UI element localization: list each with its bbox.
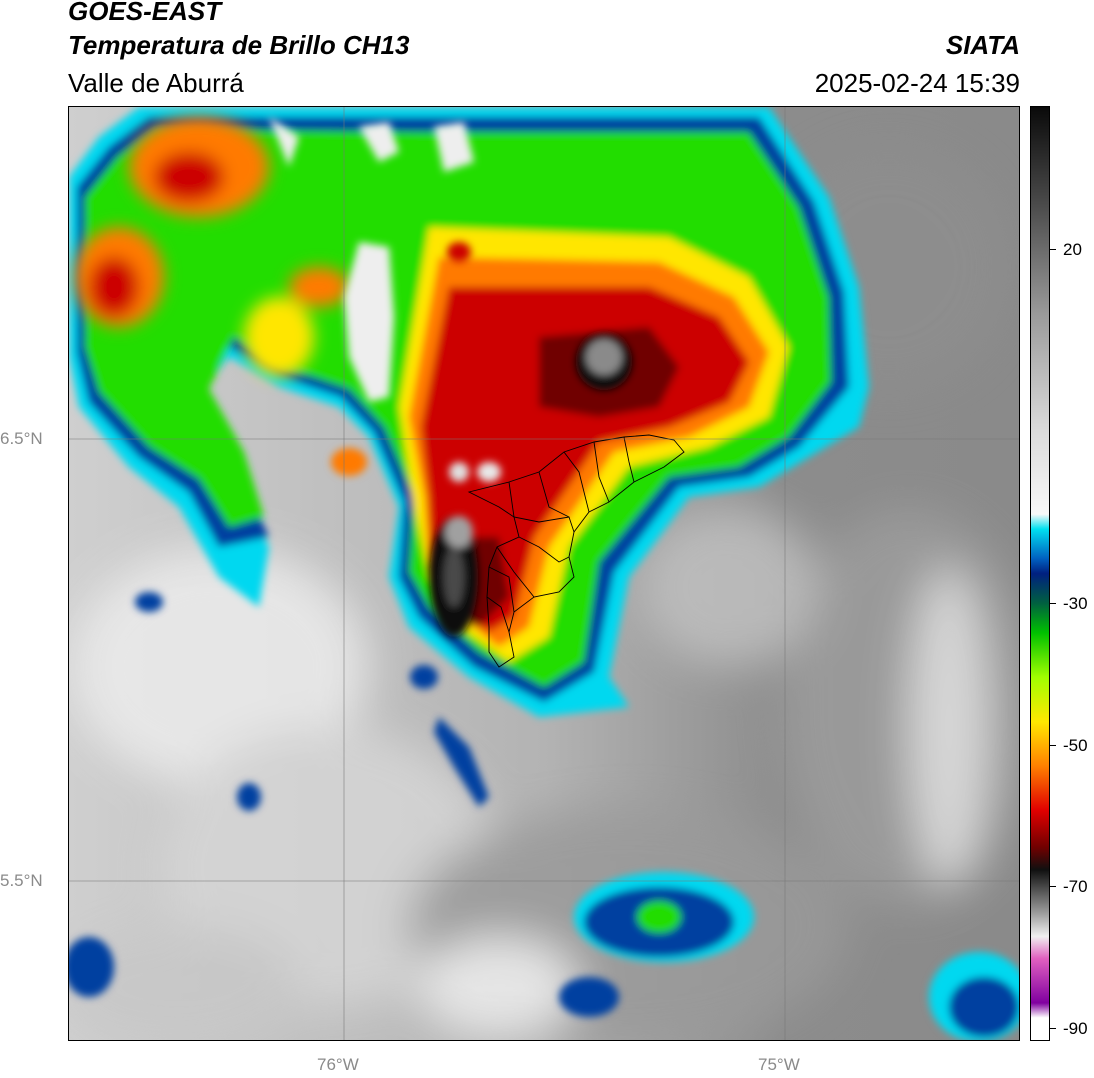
satellite-map — [68, 106, 1020, 1041]
latitude-label-north: 6.5°N — [0, 429, 43, 448]
colorbar-tick-minus90 — [1050, 1028, 1056, 1029]
organization-label: SIATA — [945, 30, 1020, 60]
colorbar-label-minus90: -90 — [1063, 1019, 1088, 1038]
colorbar-tick-minus70 — [1050, 886, 1056, 887]
colorbar-label-minus30: -30 — [1063, 594, 1088, 613]
latitude-label-south: 5.5°N — [0, 871, 43, 890]
product-title: Temperatura de Brillo CH13 — [68, 30, 410, 60]
region-subtitle: Valle de Aburrá — [68, 68, 244, 98]
colorbar-label-20: 20 — [1063, 240, 1082, 259]
colorbar-label-minus70: -70 — [1063, 877, 1088, 896]
temperature-colorbar — [1030, 106, 1050, 1041]
longitude-label-east: 75°W — [758, 1055, 800, 1074]
satellite-title: GOES-EAST — [68, 0, 222, 26]
municipality-boundaries — [467, 434, 685, 668]
colorbar-tick-minus50 — [1050, 745, 1056, 746]
colorbar-tick-20 — [1050, 249, 1056, 250]
clear-gaps-in-cloud — [269, 117, 474, 402]
timestamp-label: 2025-02-24 15:39 — [814, 68, 1020, 98]
map-gridlines — [69, 107, 1019, 1040]
longitude-label-west: 76°W — [317, 1055, 359, 1074]
colorbar-label-minus50: -50 — [1063, 736, 1088, 755]
satellite-map-image — [69, 107, 1019, 1040]
storm-cloud-tops — [69, 107, 1019, 1040]
colorbar-tick-minus30 — [1050, 603, 1056, 604]
